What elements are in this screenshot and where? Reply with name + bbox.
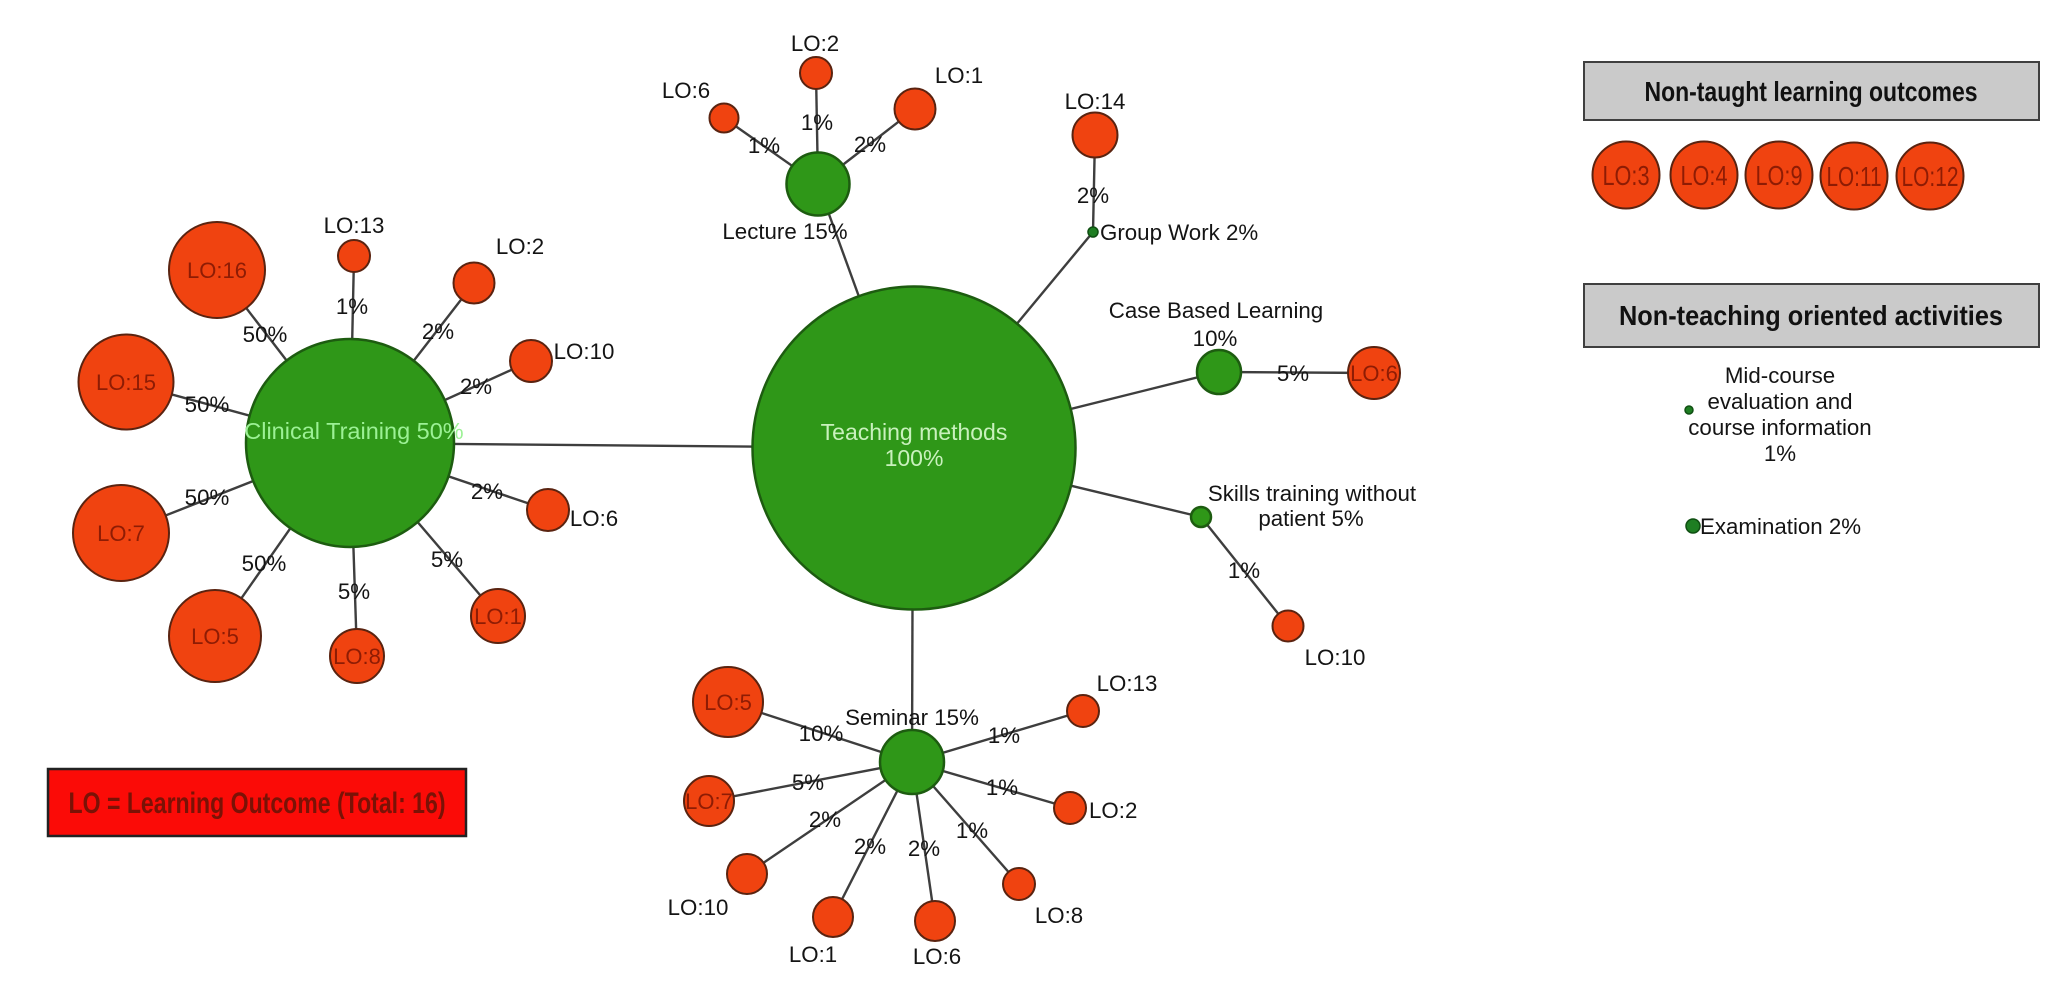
svg-text:LO:8: LO:8 [333,644,381,669]
svg-text:LO:4: LO:4 [1681,160,1728,191]
svg-text:Clinical Training 50%: Clinical Training 50% [244,418,464,444]
svg-text:Skills training without: Skills training without [1208,481,1417,506]
svg-text:Mid-course: Mid-course [1725,363,1835,388]
svg-text:Examination 2%: Examination 2% [1700,514,1861,539]
svg-text:1%: 1% [986,775,1018,800]
svg-text:2%: 2% [908,836,940,861]
svg-text:LO:12: LO:12 [1902,161,1959,192]
svg-text:10%: 10% [1193,326,1238,351]
svg-text:LO:9: LO:9 [1756,160,1803,191]
svg-text:Non-teaching oriented activiti: Non-teaching oriented activities [1619,300,2003,331]
svg-text:Lecture 15%: Lecture 15% [722,219,847,244]
svg-text:2%: 2% [1077,183,1109,208]
svg-text:LO:6: LO:6 [570,506,618,531]
svg-text:LO:7: LO:7 [97,521,145,546]
svg-text:patient 5%: patient 5% [1258,506,1364,531]
svg-text:100%: 100% [885,445,944,471]
svg-text:2%: 2% [422,319,454,344]
svg-text:Teaching methods: Teaching methods [821,419,1008,445]
svg-text:LO:14: LO:14 [1065,89,1126,114]
svg-text:LO:6: LO:6 [913,944,961,969]
svg-text:LO:5: LO:5 [191,624,239,649]
svg-text:LO:16: LO:16 [187,258,247,283]
svg-text:LO:10: LO:10 [554,339,615,364]
svg-text:LO:2: LO:2 [496,234,544,259]
svg-text:5%: 5% [338,579,370,604]
svg-text:Case Based Learning: Case Based Learning [1109,298,1323,323]
svg-text:50%: 50% [242,551,287,576]
svg-text:2%: 2% [809,807,841,832]
svg-text:50%: 50% [185,392,230,417]
svg-text:5%: 5% [1277,361,1309,386]
svg-text:1%: 1% [956,818,988,843]
svg-text:LO:8: LO:8 [1035,903,1083,928]
svg-text:LO:5: LO:5 [704,690,752,715]
svg-text:LO:1: LO:1 [789,942,837,967]
svg-text:10%: 10% [799,721,844,746]
svg-text:1%: 1% [801,110,833,135]
svg-text:LO:6: LO:6 [662,78,710,103]
svg-text:LO:2: LO:2 [1089,798,1137,823]
svg-text:LO:3: LO:3 [1603,160,1650,191]
svg-text:2%: 2% [854,132,886,157]
svg-text:LO:10: LO:10 [668,895,729,920]
svg-text:50%: 50% [185,485,230,510]
svg-text:1%: 1% [1228,558,1260,583]
svg-text:2%: 2% [854,834,886,859]
svg-text:LO:13: LO:13 [1097,671,1158,696]
svg-text:2%: 2% [471,479,503,504]
svg-text:LO:1: LO:1 [474,604,522,629]
svg-text:Group Work 2%: Group Work 2% [1100,220,1258,245]
svg-text:1%: 1% [748,133,780,158]
svg-text:evaluation and: evaluation and [1707,389,1852,414]
svg-text:1%: 1% [988,723,1020,748]
svg-text:2%: 2% [460,374,492,399]
svg-text:LO = Learning Outcome (Total:: LO = Learning Outcome (Total: 16) [69,787,446,820]
svg-text:1%: 1% [336,294,368,319]
svg-text:Seminar 15%: Seminar 15% [845,705,979,730]
svg-text:LO:2: LO:2 [791,31,839,56]
svg-text:LO:1: LO:1 [935,63,983,88]
svg-text:LO:15: LO:15 [96,370,156,395]
svg-text:LO:6: LO:6 [1350,361,1398,386]
svg-text:course information: course information [1688,415,1871,440]
svg-text:LO:11: LO:11 [1827,161,1882,192]
svg-text:Non-taught learning outcomes: Non-taught learning outcomes [1645,76,1978,107]
svg-text:LO:10: LO:10 [1305,645,1366,670]
svg-text:LO:7: LO:7 [685,789,733,814]
svg-text:50%: 50% [243,322,288,347]
svg-text:1%: 1% [1764,441,1796,466]
svg-text:5%: 5% [792,770,824,795]
svg-text:5%: 5% [431,547,463,572]
svg-text:LO:13: LO:13 [324,213,385,238]
